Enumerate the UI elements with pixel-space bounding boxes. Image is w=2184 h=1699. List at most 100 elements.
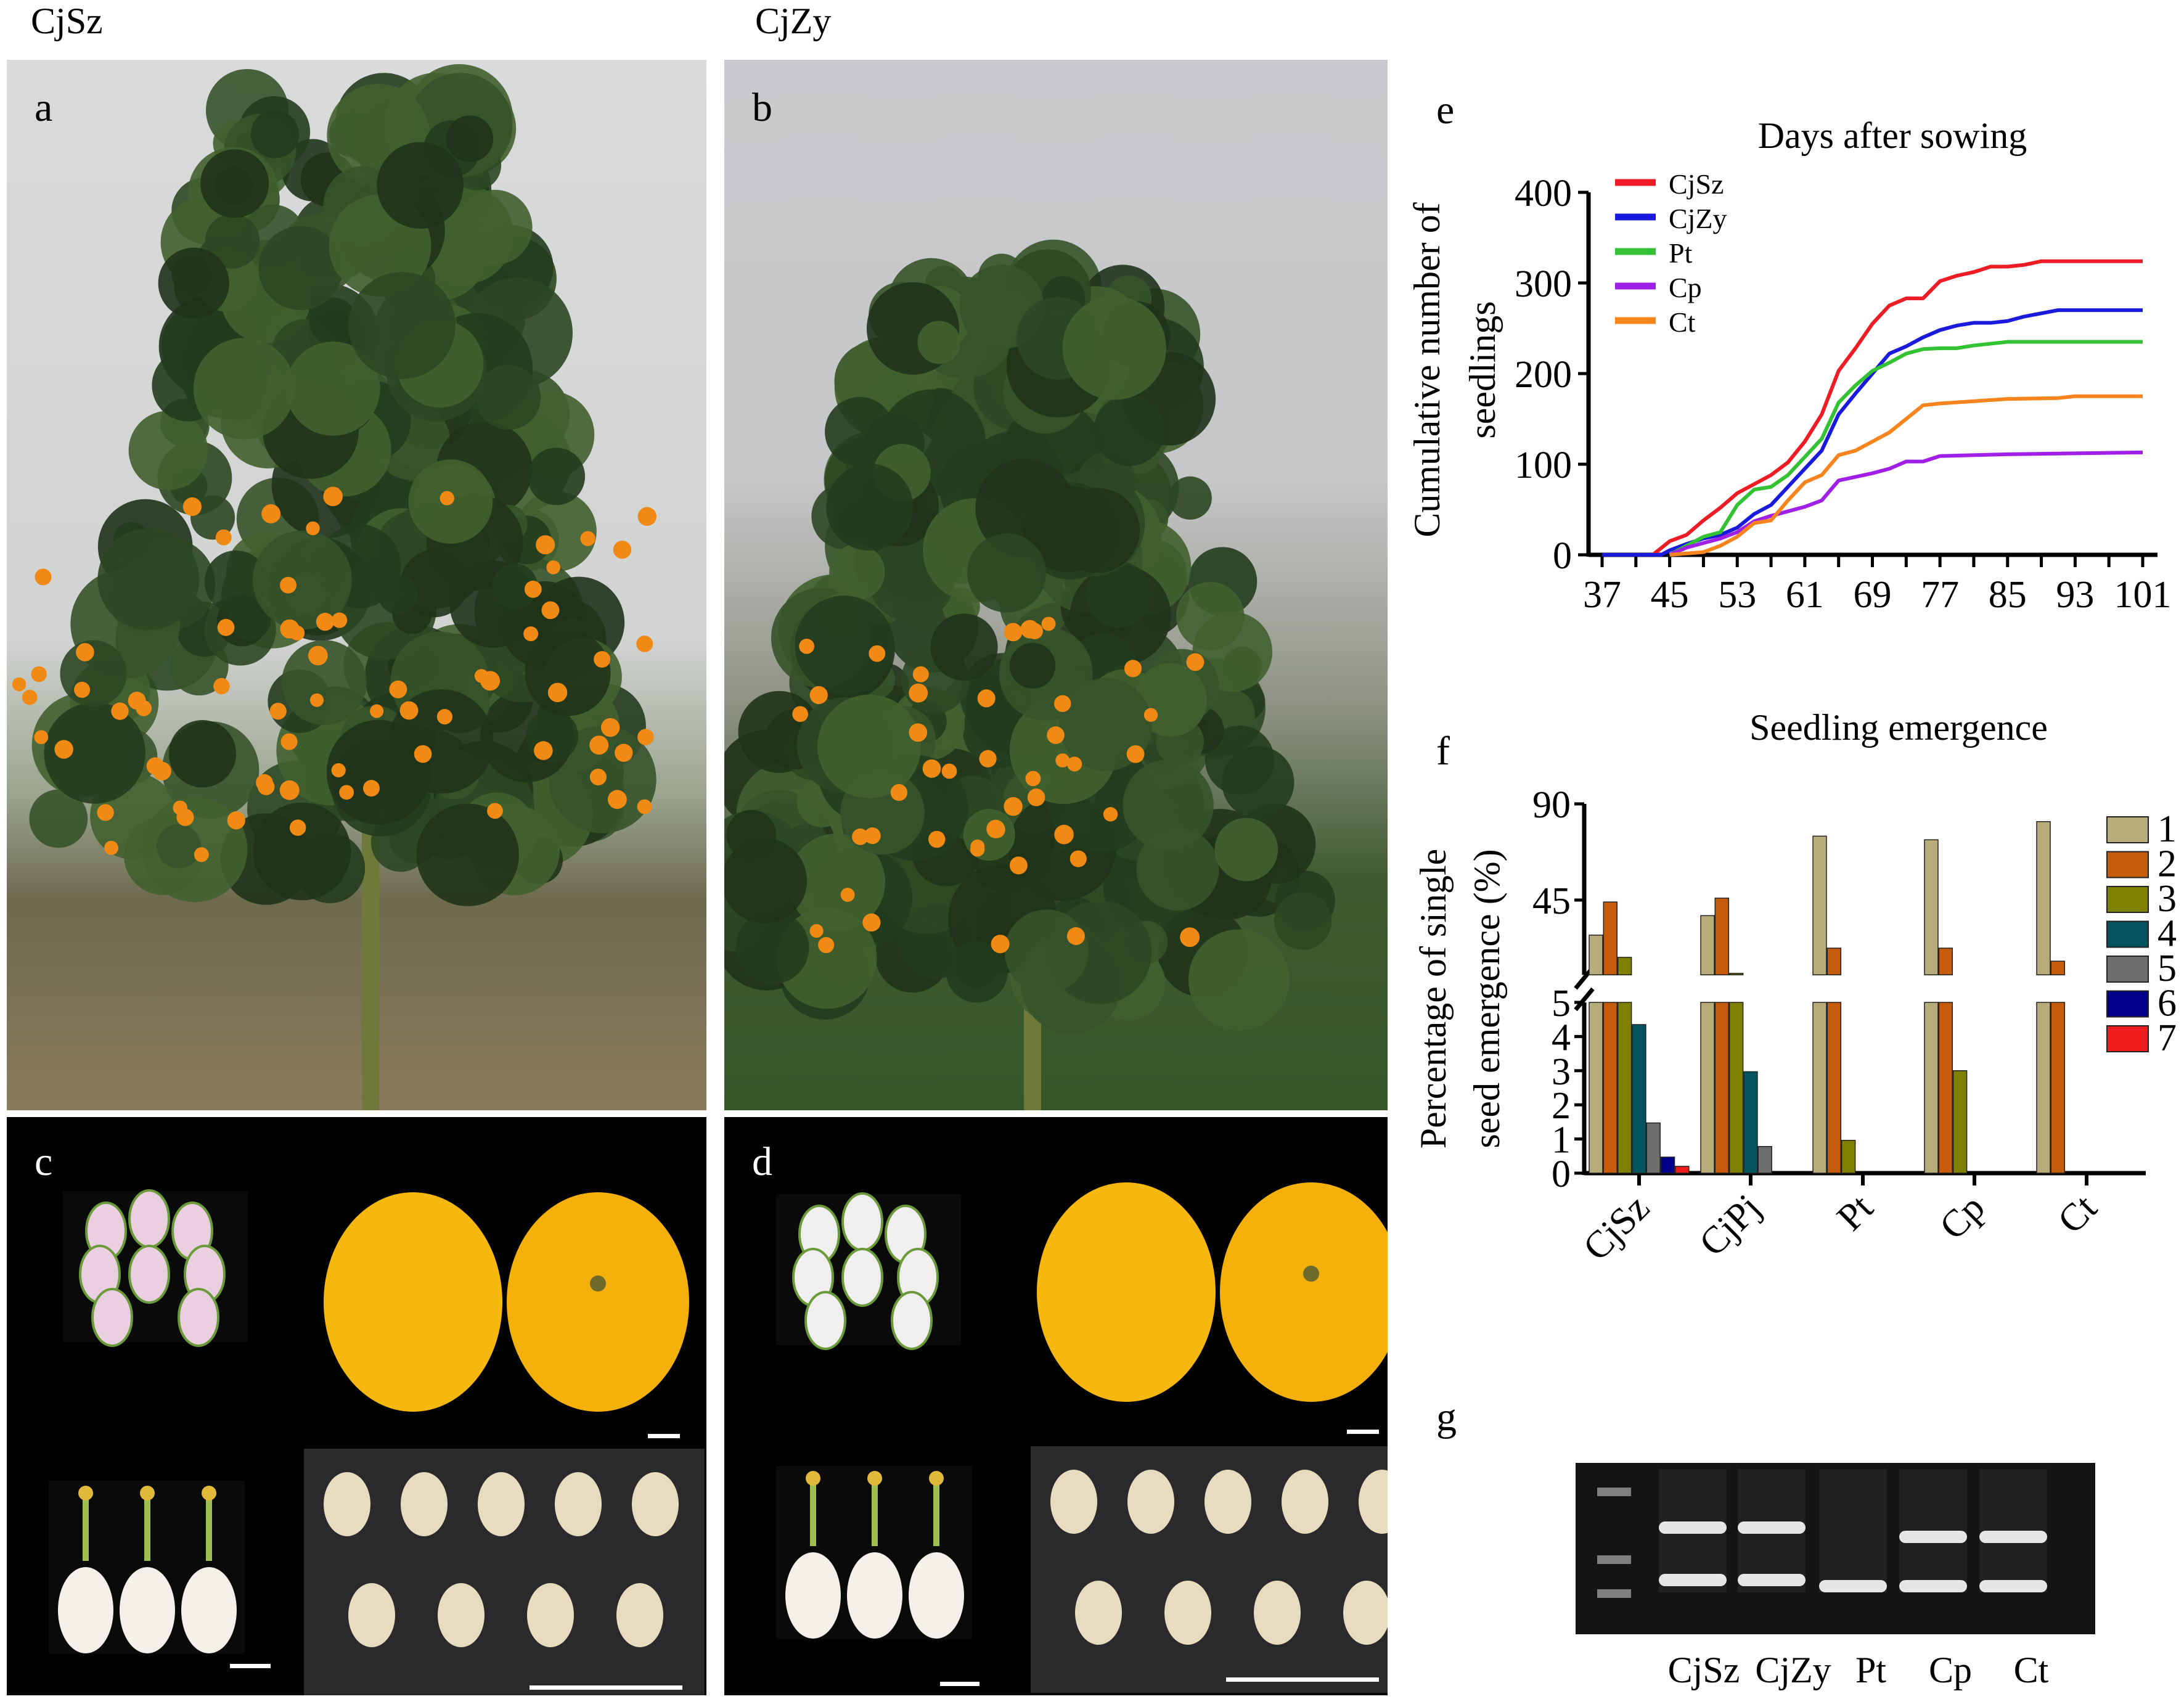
foliage — [1274, 892, 1332, 950]
flower — [58, 1567, 113, 1653]
foliage — [457, 189, 533, 265]
tree-photo-cjsz: a — [7, 60, 706, 1110]
foliage — [525, 630, 611, 716]
foliage — [1222, 746, 1294, 819]
fruit — [269, 703, 287, 720]
fruit — [970, 839, 985, 854]
legend-label-1: 1 — [2157, 808, 2177, 850]
fruit — [1054, 695, 1071, 713]
fruit — [1054, 824, 1074, 845]
bar-upper-cjsz-1 — [1589, 935, 1603, 976]
axis-break-mark — [1574, 987, 1595, 1012]
fruit — [1103, 807, 1118, 822]
x-tick-label: 37 — [1583, 574, 1621, 616]
y-tick-label: 3 — [1552, 1051, 1571, 1093]
fruit — [615, 743, 633, 762]
bar-cjsz-6 — [1660, 1157, 1675, 1174]
series-line-cjzy — [1602, 308, 2143, 557]
dna-band — [1819, 1580, 1887, 1592]
seed — [1164, 1581, 1211, 1645]
fruit — [637, 799, 652, 814]
bar-upper-ct-2 — [2050, 960, 2066, 976]
foliage — [1094, 395, 1165, 466]
fruit — [792, 706, 808, 723]
stigma — [202, 1486, 216, 1500]
fruit — [306, 521, 320, 536]
chart-f-title: Seedling emergence — [1749, 707, 2048, 748]
foliage — [930, 613, 998, 681]
scale-bar — [230, 1664, 271, 1668]
panel-letter-c: c — [35, 1139, 53, 1184]
x-tick-label: 77 — [1921, 574, 1959, 616]
tree-photo-cjzy: b — [724, 60, 1388, 1110]
fruit — [799, 639, 814, 654]
fruit — [331, 763, 346, 778]
flower — [181, 1567, 237, 1653]
bar-cp-3 — [1952, 1070, 1968, 1174]
fruit — [1180, 927, 1200, 948]
stigma — [929, 1471, 944, 1486]
category-label-pt: Pt — [1829, 1187, 1881, 1239]
fruit — [864, 827, 881, 845]
foliage — [917, 321, 961, 364]
seed — [1127, 1470, 1174, 1534]
legend-label-2: 2 — [2157, 843, 2177, 885]
pistil — [872, 1478, 878, 1546]
series-line-pt — [1669, 340, 2143, 557]
foliage — [97, 528, 200, 631]
x-tick-label: 53 — [1718, 574, 1756, 616]
seed — [401, 1472, 448, 1536]
fruit — [636, 635, 653, 652]
foliage — [29, 789, 88, 848]
fruit — [31, 666, 47, 682]
y-tick-label: 0 — [1552, 1153, 1571, 1195]
column-label-cjsz: CjSz — [31, 1, 103, 41]
fruit — [547, 682, 568, 703]
fruit — [22, 689, 38, 705]
chart-e-ylabel-line1: Cumulative number of — [1407, 202, 1447, 537]
fruit — [279, 780, 300, 800]
fruit — [332, 612, 348, 628]
foliage — [829, 544, 885, 600]
fruit — [34, 730, 49, 745]
fruit — [909, 683, 928, 703]
ladder-band — [1597, 1589, 1631, 1598]
y-tick-label: 200 — [1515, 354, 1572, 396]
fruit — [977, 689, 996, 708]
bar-ct-2 — [2050, 1002, 2066, 1174]
bar-upper-cjpj-2 — [1714, 898, 1730, 976]
bar-cjsz-7 — [1675, 1166, 1690, 1174]
bar-upper-cp-2 — [1938, 948, 1953, 976]
foliage — [252, 530, 352, 630]
fruit — [909, 723, 928, 742]
fruit — [152, 761, 171, 780]
fruit — [54, 740, 73, 759]
seed — [555, 1472, 602, 1536]
dna-band — [1659, 1521, 1727, 1534]
fruit — [440, 491, 454, 506]
bar-upper-cjsz-3 — [1617, 957, 1632, 976]
bar-upper-cjsz-2 — [1603, 901, 1618, 976]
foliage — [1188, 929, 1290, 1031]
fruit — [1055, 753, 1070, 768]
fruit — [637, 507, 657, 526]
foliage — [128, 411, 208, 490]
fruit — [541, 601, 560, 620]
fruit — [534, 741, 553, 760]
fruit — [1186, 653, 1204, 671]
fruit — [316, 613, 335, 631]
foliage — [788, 833, 885, 931]
scale-bar — [1226, 1677, 1379, 1682]
bar-cjsz-4 — [1632, 1024, 1646, 1174]
flower-bud — [178, 1288, 219, 1347]
category-label-ct: Ct — [2050, 1187, 2105, 1242]
bar-cp-2 — [1938, 1002, 1953, 1174]
fruit — [922, 759, 941, 778]
fruit — [546, 560, 560, 575]
foliage — [1214, 817, 1278, 882]
foliage — [378, 575, 418, 615]
scale-bar — [530, 1685, 682, 1690]
legend-swatch-3 — [2106, 886, 2149, 913]
fruit — [111, 702, 129, 720]
